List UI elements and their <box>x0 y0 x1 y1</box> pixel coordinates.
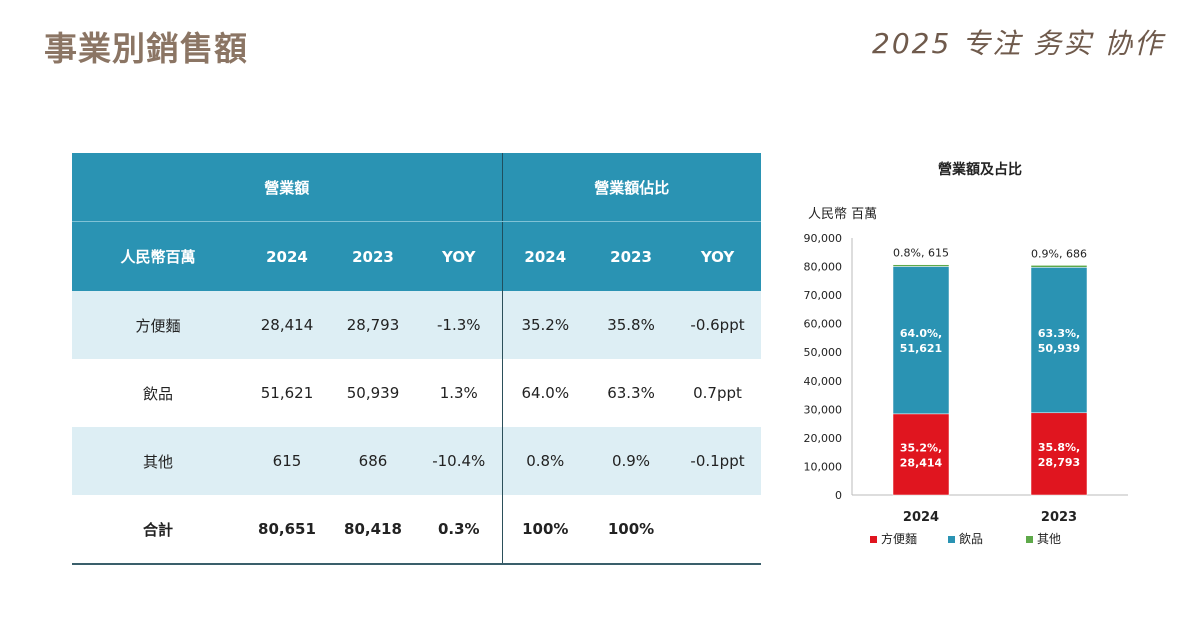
page-title: 事業別銷售額 <box>44 29 248 68</box>
table-cell: 0.9% <box>588 427 675 495</box>
y-tick-label: 40,000 <box>804 375 843 388</box>
legend-swatch <box>948 536 955 543</box>
column-header-revenue-yoy: YOY <box>416 221 503 291</box>
sales-table: 營業額 營業額佔比 人民幣百萬 2024 2023 YOY 2024 2023 … <box>72 153 762 565</box>
table-cell: 0.8% <box>502 427 589 495</box>
table-cell: 100% <box>588 495 675 565</box>
y-axis-label: 人民幣 百萬 <box>808 207 877 222</box>
group-header-share: 營業額佔比 <box>502 153 762 222</box>
row-label: 其他 <box>72 427 244 495</box>
table-group-header-row: 營業額 營業額佔比 <box>72 153 762 222</box>
table-cell: 686 <box>330 427 416 495</box>
y-tick-label: 50,000 <box>804 346 843 359</box>
table-cell: -10.4% <box>416 427 503 495</box>
bar-segment <box>892 264 950 267</box>
table-cell: -0.6ppt <box>674 291 762 359</box>
y-tick-label: 70,000 <box>804 289 843 302</box>
y-tick-label: 90,000 <box>804 232 843 245</box>
table-cell: 100% <box>502 495 589 565</box>
column-header-revenue-2024: 2024 <box>244 221 330 291</box>
column-header-share-yoy: YOY <box>674 221 762 291</box>
table-cell: 35.8% <box>588 291 675 359</box>
table-row: 飲品 51,621 50,939 1.3% 64.0% 63.3% 0.7ppt <box>72 359 761 427</box>
data-label: 35.8%, <box>1038 441 1080 454</box>
legend-label: 飲品 <box>959 531 983 546</box>
legend-label: 方便麵 <box>881 531 917 546</box>
table-total-row: 合計 80,651 80,418 0.3% 100% 100% <box>72 495 762 565</box>
header-slogan: 2025 专注 务实 协作 <box>872 27 1164 60</box>
legend-swatch <box>870 536 877 543</box>
data-label: 50,939 <box>1038 342 1080 355</box>
y-tick-label: 10,000 <box>804 460 843 473</box>
column-header-share-2024: 2024 <box>502 221 589 291</box>
x-tick-label: 2023 <box>1041 510 1077 525</box>
stacked-bar-chart: 營業額及占比人民幣 百萬 0 10,000 20,000 30,000 40,000 50,… <box>790 150 1170 570</box>
table-cell: 0.7ppt <box>693 384 742 402</box>
bar-segment <box>1030 267 1088 414</box>
table-cell: 28,793 <box>330 291 416 359</box>
column-header-share-2023: 2023 <box>588 221 675 291</box>
table-column-header-row: 人民幣百萬 2024 2023 YOY 2024 2023 YOY <box>72 221 762 291</box>
row-label: 飲品 <box>142 384 173 403</box>
group-header-revenue: 營業額 <box>72 153 503 222</box>
table-row: 其他 615 686 -10.4% 0.8% 0.9% -0.1ppt <box>72 427 762 495</box>
y-tick-label: 30,000 <box>804 403 843 416</box>
data-label: 0.9%, 686 <box>1031 247 1087 260</box>
table-cell: 80,418 <box>330 495 416 565</box>
x-tick-label: 2024 <box>903 510 939 525</box>
data-label: 51,621 <box>900 342 942 355</box>
table-cell: 35.2% <box>502 291 589 359</box>
data-label: 63.3%, <box>1038 327 1080 340</box>
table-cell: 64.0% <box>521 384 570 402</box>
table-cell: 63.3% <box>607 384 655 402</box>
column-header-revenue-2023: 2023 <box>330 221 416 291</box>
data-label: 28,414 <box>900 456 943 469</box>
data-label: 35.2%, <box>900 441 942 454</box>
table-cell: -1.3% <box>416 291 503 359</box>
table-row: 方便麵 28,414 28,793 -1.3% 35.2% 35.8% -0.6… <box>72 291 762 359</box>
bar-segment <box>892 413 950 496</box>
legend-label: 其他 <box>1037 532 1061 546</box>
y-tick-label: 0 <box>835 489 842 502</box>
y-tick-label: 60,000 <box>804 318 843 331</box>
table-cell: 51,621 <box>260 384 314 402</box>
table-cell: 50,939 <box>346 384 400 402</box>
chart-title: 營業額及占比 <box>938 161 1022 178</box>
bar-segment <box>1030 265 1088 268</box>
table-cell: 0.3% <box>416 495 503 565</box>
data-label: 64.0%, <box>900 327 942 340</box>
row-label: 合計 <box>72 495 244 565</box>
table-cell: 28,414 <box>244 291 330 359</box>
table-cell: 615 <box>244 427 330 495</box>
y-tick-label: 20,000 <box>804 432 843 445</box>
table-cell: 80,651 <box>244 495 330 565</box>
bar-segment <box>1030 412 1088 496</box>
table-cell: -0.1ppt <box>674 427 762 495</box>
table-cell: 1.3% <box>416 359 503 427</box>
data-label: 28,793 <box>1038 456 1080 469</box>
y-tick-label: 80,000 <box>804 261 843 274</box>
legend-swatch <box>1026 536 1033 543</box>
data-label: 0.8%, 615 <box>893 247 949 260</box>
column-header-unit: 人民幣百萬 <box>72 221 244 291</box>
table-cell <box>674 495 762 565</box>
row-label: 方便麵 <box>72 291 244 359</box>
